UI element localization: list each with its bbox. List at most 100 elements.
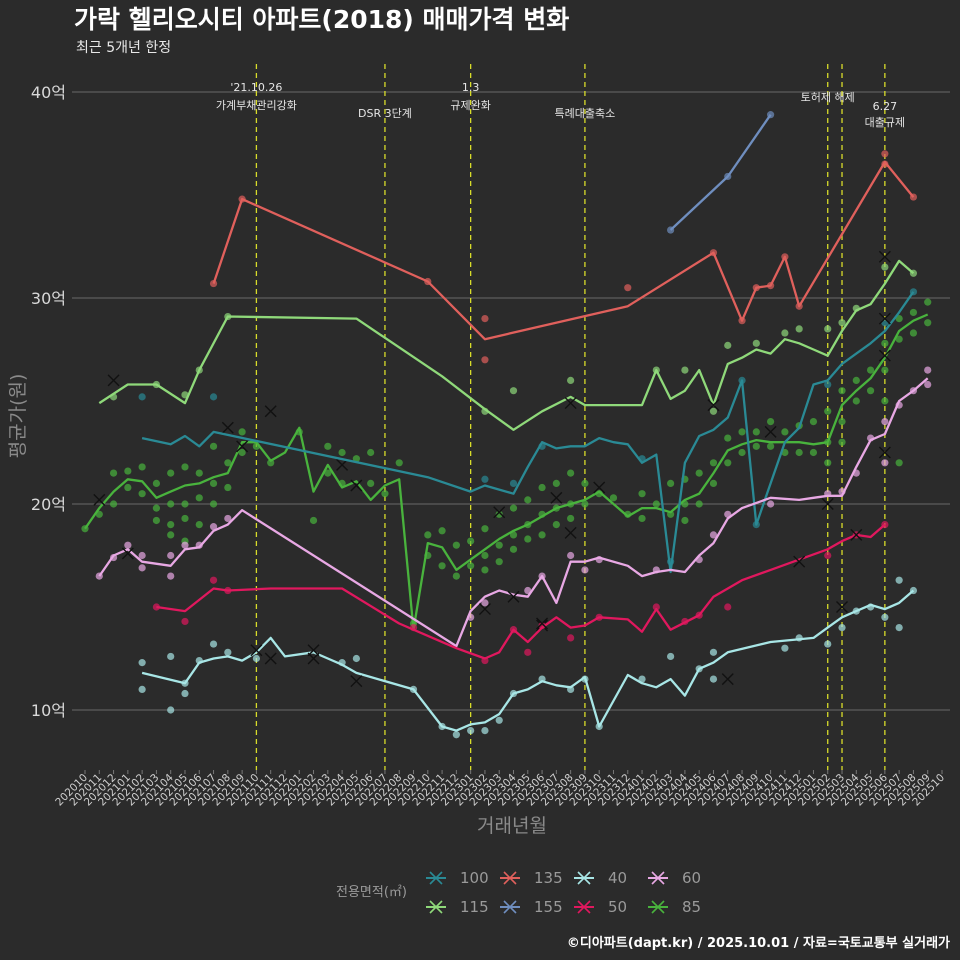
data-point-60 — [138, 564, 146, 572]
data-point-135 — [481, 356, 489, 364]
cancelled-deal-marker-115 — [107, 374, 120, 387]
data-point-60 — [881, 459, 889, 467]
event-annotation-label: 토허제 해제 — [801, 90, 855, 104]
plot-area — [81, 111, 932, 739]
data-point-85 — [895, 335, 903, 343]
data-point-60 — [881, 418, 889, 426]
data-point-60 — [181, 541, 189, 549]
data-point-40 — [224, 648, 232, 656]
y-axis-title: 평균가(원) — [7, 374, 29, 459]
data-point-85 — [124, 483, 132, 492]
data-point-85 — [181, 500, 189, 508]
data-point-85 — [852, 376, 860, 384]
data-point-85 — [795, 448, 803, 457]
legend-swatch-cross — [577, 900, 591, 914]
cancelled-deal-marker-85 — [550, 491, 563, 504]
y-tick-label: 30억 — [31, 289, 66, 308]
data-point-85 — [781, 428, 789, 436]
legend-label: 100 — [460, 869, 489, 887]
data-point-40 — [467, 727, 475, 735]
data-point-60 — [167, 572, 175, 580]
event-annotation-label: 가계부채관리강화 — [216, 99, 297, 112]
data-point-40 — [495, 716, 503, 724]
data-point-85 — [838, 387, 846, 395]
data-point-85 — [609, 494, 618, 502]
cancelled-deal-marker-85 — [221, 421, 234, 434]
chart-subtitle: 최근 5개년 한정 — [76, 40, 171, 56]
data-point-85 — [738, 448, 746, 457]
legend-swatch-cross — [577, 871, 591, 885]
y-tick-label: 10억 — [31, 701, 66, 720]
cancelled-deal-marker-85 — [878, 349, 891, 362]
data-point-85 — [367, 479, 375, 487]
data-point-60 — [709, 531, 718, 539]
cancelled-deal-marker-115 — [707, 399, 720, 412]
data-point-100 — [209, 393, 218, 401]
data-point-60 — [581, 566, 589, 574]
legend-item-50: 50 — [574, 898, 627, 916]
data-point-50 — [181, 617, 189, 626]
data-point-50 — [209, 576, 218, 584]
event-annotation-label: DSR 3단계 — [358, 107, 412, 120]
data-point-85 — [181, 463, 189, 471]
data-point-135 — [624, 284, 632, 292]
event-annotation-label: 특례대출축소 — [555, 107, 616, 120]
data-point-40 — [838, 624, 846, 632]
data-point-85 — [195, 494, 203, 502]
data-point-60 — [167, 551, 175, 560]
data-point-85 — [138, 490, 146, 498]
legend-swatch-cross — [503, 900, 517, 914]
data-point-60 — [481, 599, 489, 607]
data-point-40 — [895, 576, 903, 584]
cancelled-deal-marker-85 — [593, 481, 606, 494]
data-point-100 — [509, 479, 518, 487]
data-point-85 — [638, 514, 646, 523]
legend-swatch-cross — [651, 871, 665, 885]
data-point-135 — [481, 315, 489, 323]
data-point-85 — [109, 469, 118, 477]
data-point-85 — [752, 428, 760, 436]
data-point-40 — [138, 659, 146, 667]
legend: 전용면적(㎡) 100 135 40 60 115 155 50 85 — [336, 869, 701, 916]
data-point-85 — [895, 315, 903, 323]
data-point-135 — [881, 150, 889, 158]
data-point-40 — [895, 624, 903, 632]
x-axis-title: 거래년월 — [477, 815, 547, 837]
data-point-85 — [838, 438, 846, 446]
cancelled-deal-marker-85 — [764, 425, 777, 438]
cancelled-deal-marker-40 — [836, 601, 849, 613]
data-point-85 — [838, 418, 846, 426]
legend-item-40: 40 — [574, 869, 627, 887]
series-155 — [667, 111, 775, 234]
data-point-115 — [709, 407, 718, 415]
data-point-85 — [881, 397, 889, 405]
data-point-85 — [724, 434, 732, 442]
legend-swatch-cross — [503, 871, 517, 885]
data-point-115 — [824, 325, 832, 333]
data-point-85 — [509, 504, 518, 512]
cancelled-deal-marker-40 — [307, 644, 320, 657]
data-point-85 — [638, 490, 646, 498]
data-point-40 — [252, 654, 260, 663]
data-point-85 — [709, 459, 718, 467]
cancelled-deal-marker-85 — [93, 493, 106, 506]
data-point-60 — [567, 551, 575, 560]
data-point-50 — [567, 634, 575, 642]
legend-label: 155 — [534, 898, 563, 916]
x-axis-tick-labels: 2020102020112020122021012021022021032021… — [53, 770, 947, 808]
data-point-85 — [524, 496, 532, 504]
data-point-40 — [209, 640, 218, 648]
data-point-85 — [924, 298, 932, 306]
event-annotation-label: '21.10.26 — [230, 81, 282, 94]
data-point-85 — [866, 387, 875, 395]
data-point-85 — [152, 479, 161, 487]
data-point-85 — [167, 531, 175, 539]
data-point-85 — [509, 545, 518, 553]
trend-line-155 — [669, 114, 772, 231]
data-point-40 — [138, 685, 146, 694]
data-point-85 — [895, 459, 903, 467]
data-point-85 — [152, 504, 161, 512]
data-point-85 — [695, 469, 703, 477]
data-point-40 — [667, 652, 675, 661]
